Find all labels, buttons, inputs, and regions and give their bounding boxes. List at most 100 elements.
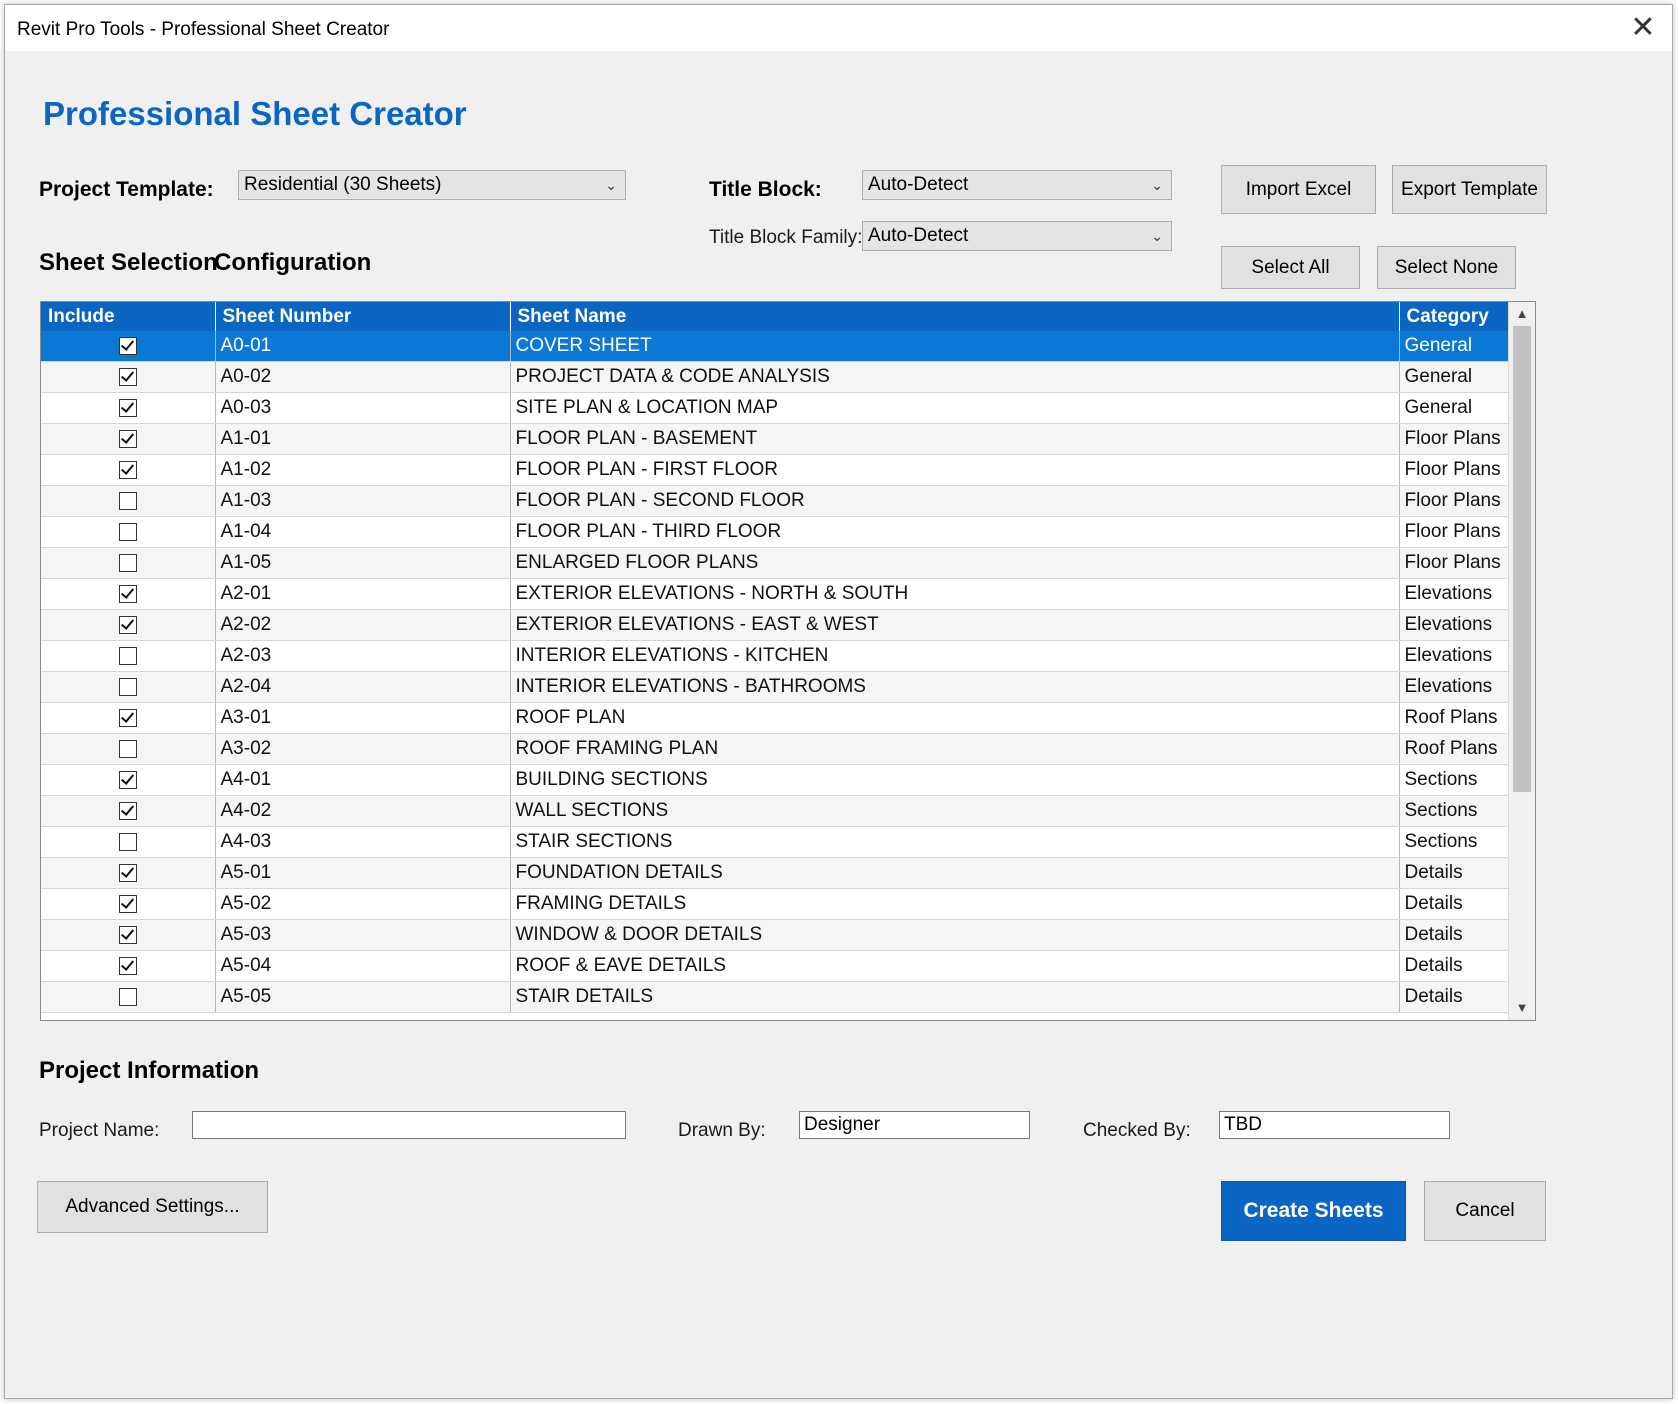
include-checkbox-unchecked[interactable]: [118, 832, 137, 851]
table-row[interactable]: A3-02 ROOF FRAMING PLAN Roof Plans: [41, 733, 1511, 765]
select-all-button[interactable]: Select All: [1221, 246, 1360, 289]
table-row[interactable]: A4-03 STAIR SECTIONS Sections: [41, 826, 1511, 858]
include-checkbox-unchecked[interactable]: [118, 491, 137, 510]
include-checkbox-unchecked[interactable]: [118, 553, 137, 572]
category-cell[interactable]: Floor Plans: [1399, 485, 1511, 517]
table-row[interactable]: A3-01 ROOF PLAN Roof Plans: [41, 702, 1511, 734]
sheet-name-cell[interactable]: BUILDING SECTIONS: [510, 764, 1400, 796]
title-block-select[interactable]: Auto-Detect ⌄: [862, 170, 1172, 200]
scroll-up-icon[interactable]: ▲: [1515, 306, 1529, 321]
include-checkbox-checked[interactable]: [118, 863, 137, 882]
category-cell[interactable]: Elevations: [1399, 640, 1511, 672]
category-cell[interactable]: Roof Plans: [1399, 733, 1511, 765]
title-block-family-select[interactable]: Auto-Detect ⌄: [862, 221, 1172, 251]
sheet-number-cell[interactable]: A2-04: [215, 671, 511, 703]
table-row[interactable]: A2-01 EXTERIOR ELEVATIONS - NORTH & SOUTH…: [41, 578, 1511, 610]
include-checkbox-checked[interactable]: [118, 956, 137, 975]
create-sheets-button[interactable]: Create Sheets: [1221, 1181, 1406, 1241]
include-checkbox-checked[interactable]: [118, 460, 137, 479]
sheet-name-cell[interactable]: STAIR DETAILS: [510, 981, 1400, 1013]
table-row[interactable]: A1-02 FLOOR PLAN - FIRST FLOOR Floor Plans: [41, 454, 1511, 486]
table-row[interactable]: A5-02 FRAMING DETAILS Details: [41, 888, 1511, 920]
sheet-name-cell[interactable]: FLOOR PLAN - THIRD FLOOR: [510, 516, 1400, 548]
sheet-number-cell[interactable]: A3-02: [215, 733, 511, 765]
column-header-sheet-number[interactable]: Sheet Number: [215, 302, 511, 331]
include-checkbox-checked[interactable]: [118, 367, 137, 386]
sheet-name-cell[interactable]: ROOF & EAVE DETAILS: [510, 950, 1400, 982]
column-header-sheet-name[interactable]: Sheet Name: [510, 302, 1400, 331]
sheet-name-cell[interactable]: COVER SHEET: [510, 331, 1400, 362]
category-cell[interactable]: Details: [1399, 857, 1511, 889]
sheet-number-cell[interactable]: A2-01: [215, 578, 511, 610]
sheet-name-cell[interactable]: WALL SECTIONS: [510, 795, 1400, 827]
sheet-number-cell[interactable]: A1-01: [215, 423, 511, 455]
export-template-button[interactable]: Export Template: [1392, 165, 1547, 214]
category-cell[interactable]: Elevations: [1399, 609, 1511, 641]
cancel-button[interactable]: Cancel: [1424, 1181, 1546, 1241]
category-cell[interactable]: Details: [1399, 981, 1511, 1013]
sheet-number-cell[interactable]: A3-01: [215, 702, 511, 734]
column-header-include[interactable]: Include: [41, 302, 216, 331]
table-row[interactable]: A1-01 FLOOR PLAN - BASEMENT Floor Plans: [41, 423, 1511, 455]
include-checkbox-checked[interactable]: [118, 336, 137, 355]
sheet-name-cell[interactable]: WINDOW & DOOR DETAILS: [510, 919, 1400, 951]
include-checkbox-checked[interactable]: [118, 708, 137, 727]
checked-by-input[interactable]: TBD: [1219, 1111, 1450, 1139]
sheet-number-cell[interactable]: A2-03: [215, 640, 511, 672]
sheet-name-cell[interactable]: FLOOR PLAN - SECOND FLOOR: [510, 485, 1400, 517]
column-header-category[interactable]: Category: [1399, 302, 1510, 331]
category-cell[interactable]: Floor Plans: [1399, 454, 1511, 486]
table-row[interactable]: A2-03 INTERIOR ELEVATIONS - KITCHEN Elevat…: [41, 640, 1511, 672]
include-checkbox-checked[interactable]: [118, 429, 137, 448]
sheet-number-cell[interactable]: A0-03: [215, 392, 511, 424]
sheet-number-cell[interactable]: A5-05: [215, 981, 511, 1013]
category-cell[interactable]: Elevations: [1399, 578, 1511, 610]
category-cell[interactable]: Floor Plans: [1399, 423, 1511, 455]
sheet-name-cell[interactable]: SITE PLAN & LOCATION MAP: [510, 392, 1400, 424]
include-checkbox-checked[interactable]: [118, 615, 137, 634]
category-cell[interactable]: General: [1399, 392, 1511, 424]
table-row[interactable]: A0-03 SITE PLAN & LOCATION MAP General: [41, 392, 1511, 424]
sheet-number-cell[interactable]: A1-03: [215, 485, 511, 517]
include-checkbox-checked[interactable]: [118, 801, 137, 820]
include-checkbox-unchecked[interactable]: [118, 646, 137, 665]
sheet-number-cell[interactable]: A0-02: [215, 361, 511, 393]
sheet-name-cell[interactable]: EXTERIOR ELEVATIONS - NORTH & SOUTH: [510, 578, 1400, 610]
category-cell[interactable]: Floor Plans: [1399, 547, 1511, 579]
drawn-by-input[interactable]: Designer: [799, 1111, 1030, 1139]
sheet-name-cell[interactable]: ROOF PLAN: [510, 702, 1400, 734]
include-checkbox-checked[interactable]: [118, 398, 137, 417]
advanced-settings-button[interactable]: Advanced Settings...: [37, 1181, 268, 1233]
sheet-number-cell[interactable]: A2-02: [215, 609, 511, 641]
category-cell[interactable]: Sections: [1399, 764, 1511, 796]
sheet-number-cell[interactable]: A5-03: [215, 919, 511, 951]
category-cell[interactable]: Details: [1399, 919, 1511, 951]
sheet-number-cell[interactable]: A4-02: [215, 795, 511, 827]
sheet-number-cell[interactable]: A5-04: [215, 950, 511, 982]
sheet-name-cell[interactable]: FOUNDATION DETAILS: [510, 857, 1400, 889]
include-checkbox-checked[interactable]: [118, 894, 137, 913]
sheet-name-cell[interactable]: FLOOR PLAN - BASEMENT: [510, 423, 1400, 455]
table-row[interactable]: A0-01 COVER SHEET General: [41, 331, 1511, 362]
table-row[interactable]: A4-01 BUILDING SECTIONS Sections: [41, 764, 1511, 796]
sheet-number-cell[interactable]: A1-04: [215, 516, 511, 548]
sheet-name-cell[interactable]: INTERIOR ELEVATIONS - KITCHEN: [510, 640, 1400, 672]
include-checkbox-checked[interactable]: [118, 584, 137, 603]
category-cell[interactable]: Elevations: [1399, 671, 1511, 703]
sheet-number-cell[interactable]: A4-03: [215, 826, 511, 858]
sheet-number-cell[interactable]: A1-02: [215, 454, 511, 486]
project-name-input[interactable]: [192, 1111, 626, 1139]
table-row[interactable]: A5-01 FOUNDATION DETAILS Details: [41, 857, 1511, 889]
include-checkbox-checked[interactable]: [118, 925, 137, 944]
close-icon[interactable]: ✕: [1630, 11, 1656, 44]
include-checkbox-unchecked[interactable]: [118, 987, 137, 1006]
sheet-number-cell[interactable]: A1-05: [215, 547, 511, 579]
table-row[interactable]: A5-05 STAIR DETAILS Details: [41, 981, 1511, 1013]
category-cell[interactable]: Floor Plans: [1399, 516, 1511, 548]
import-excel-button[interactable]: Import Excel: [1221, 165, 1376, 214]
include-checkbox-unchecked[interactable]: [118, 522, 137, 541]
include-checkbox-unchecked[interactable]: [118, 677, 137, 696]
sheet-number-cell[interactable]: A4-01: [215, 764, 511, 796]
table-row[interactable]: A5-04 ROOF & EAVE DETAILS Details: [41, 950, 1511, 982]
sheet-name-cell[interactable]: PROJECT DATA & CODE ANALYSIS: [510, 361, 1400, 393]
